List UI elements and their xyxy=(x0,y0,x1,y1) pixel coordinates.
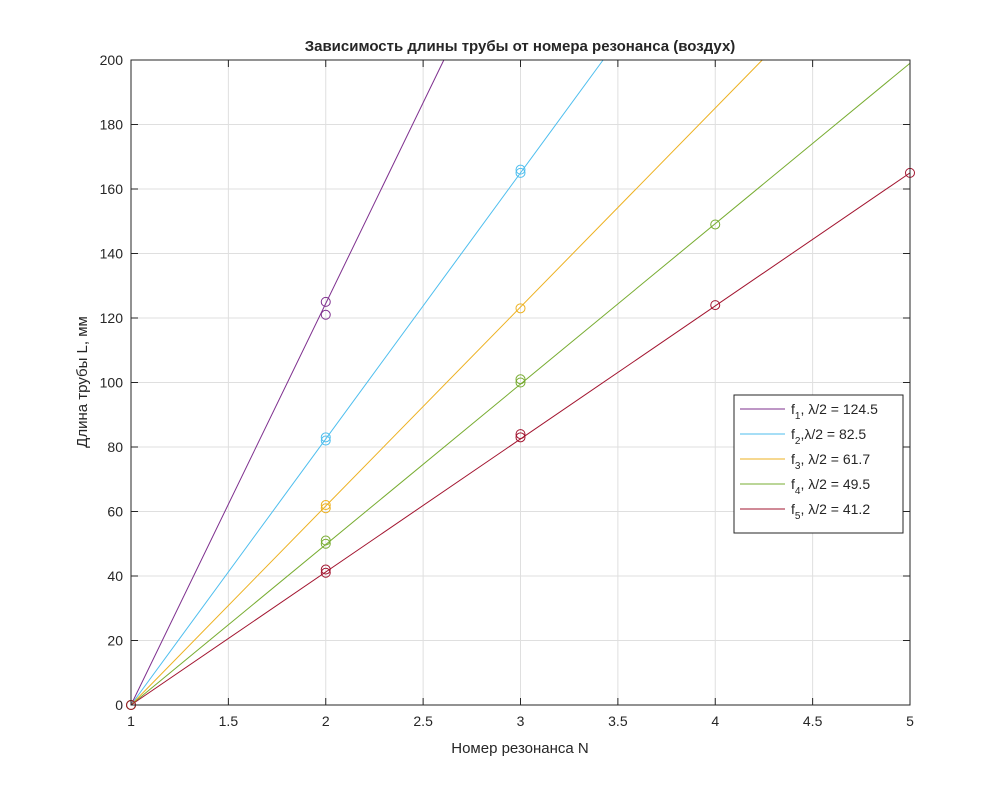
data-point-series-4 xyxy=(710,219,721,230)
data-point-series-3 xyxy=(320,500,331,511)
data-point-series-2 xyxy=(320,432,331,443)
data-point-series-1 xyxy=(320,309,331,320)
data-point-series-2 xyxy=(515,167,526,178)
y-tick-label: 100 xyxy=(100,375,124,391)
data-point-series-5 xyxy=(320,564,331,575)
x-tick-label: 2 xyxy=(322,713,330,729)
legend-label-3: f3, λ/2 = 61.7 xyxy=(791,451,870,472)
data-point-series-1 xyxy=(320,296,331,307)
data-point-series-4 xyxy=(320,535,331,546)
legend-label-2: f2,λ/2 = 82.5 xyxy=(791,426,866,447)
data-point-series-4 xyxy=(515,374,526,385)
x-tick-label: 5 xyxy=(906,713,914,729)
x-tick-labels: 1 1.5 2 2.5 3 3.5 4 4.5 5 xyxy=(127,713,914,729)
legend-box xyxy=(733,394,904,534)
y-tick-label: 140 xyxy=(100,246,124,262)
data-point-series-5 xyxy=(320,567,331,578)
y-tick-label: 80 xyxy=(107,439,123,455)
x-tick-label: 4 xyxy=(711,713,719,729)
legend-label-1: f1, λ/2 = 124.5 xyxy=(791,401,878,422)
data-point-series-5 xyxy=(515,432,526,443)
grid-lines xyxy=(130,59,911,706)
y-tick-label: 60 xyxy=(107,504,123,520)
x-tick-label: 1 xyxy=(127,713,135,729)
y-tick-labels: 0 20 40 60 80 100 120 140 160 180 200 xyxy=(100,52,124,713)
y-tick-label: 120 xyxy=(100,310,124,326)
y-tick-label: 160 xyxy=(100,181,124,197)
data-point-series-2 xyxy=(515,164,526,175)
y-tick-label: 40 xyxy=(107,568,123,584)
y-tick-label: 180 xyxy=(100,117,124,133)
chart-title: Зависимость длины трубы от номера резона… xyxy=(305,38,736,55)
data-point-series-3 xyxy=(515,303,526,314)
x-tick-label: 2.5 xyxy=(413,713,433,729)
x-axis-label: Номер резонанса N xyxy=(451,740,589,757)
y-tick-label: 0 xyxy=(115,697,123,713)
y-tick-label: 20 xyxy=(107,633,123,649)
x-tick-label: 3.5 xyxy=(608,713,628,729)
series-line-3 xyxy=(130,59,763,706)
y-axis-label: Длина трубы L, мм xyxy=(74,316,91,448)
x-tick-label: 1.5 xyxy=(219,713,239,729)
data-point-series-3 xyxy=(320,503,331,514)
y-tick-label: 200 xyxy=(100,52,124,68)
x-tick-label: 3 xyxy=(517,713,525,729)
data-point-series-4 xyxy=(515,377,526,388)
data-point-series-5 xyxy=(515,429,526,440)
data-point-series-4 xyxy=(320,538,331,549)
series-line-1 xyxy=(130,59,445,706)
legend: f1, λ/2 = 124.5 f2,λ/2 = 82.5 f3, λ/2 = 61… xyxy=(733,394,904,534)
x-tick-label: 4.5 xyxy=(803,713,823,729)
series-markers xyxy=(126,164,915,710)
legend-label-4: f4, λ/2 = 49.5 xyxy=(791,476,870,497)
data-point-series-2 xyxy=(320,435,331,446)
legend-label-5: f5, λ/2 = 41.2 xyxy=(791,501,870,522)
axis-ticks xyxy=(130,59,911,706)
data-point-series-5 xyxy=(710,300,721,311)
